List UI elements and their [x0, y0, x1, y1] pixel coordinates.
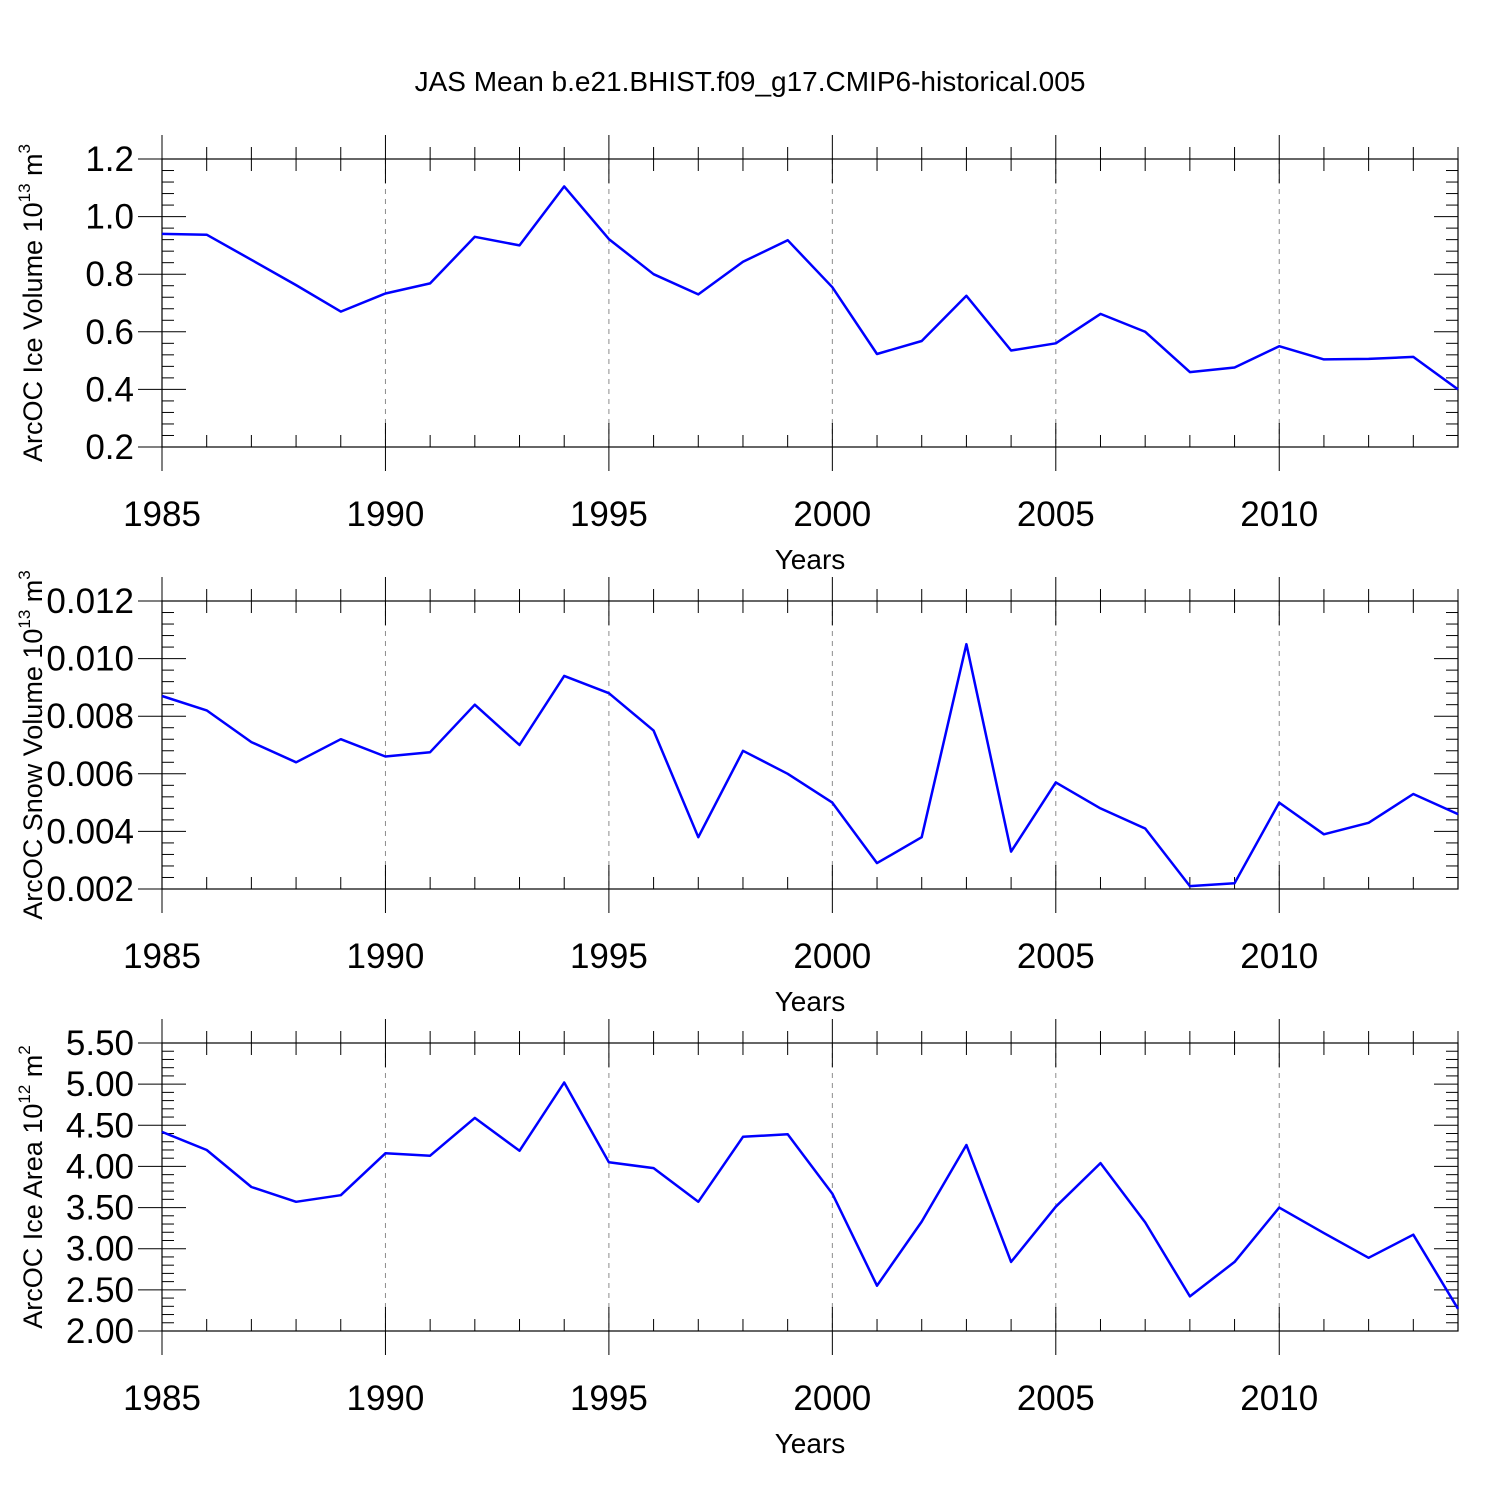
y-tick-label: 0.004: [46, 812, 134, 851]
y-tick-label: 3.00: [66, 1230, 134, 1269]
series-line: [161, 1081, 1460, 1310]
y-tick-label: 0.2: [85, 428, 134, 467]
x-tick-label: 2000: [793, 1379, 871, 1418]
y-axis-label-unit: m: [18, 1055, 48, 1085]
panel-2: 0.002 0.004 0.006 0.008 0.010 0.012 1985 1990 19…: [15, 570, 1459, 1017]
y-tick-label: 1.0: [85, 198, 134, 237]
y-axis-label-text: ArcOC Ice Area 10: [18, 1104, 48, 1329]
y-axis-label-unit-exponent: 3: [15, 570, 34, 579]
y-tick-label: 0.4: [85, 370, 134, 409]
x-tick-label: 2005: [1017, 495, 1095, 534]
y-tick-label: 1.2: [85, 140, 134, 179]
y-tick-label: 4.00: [66, 1147, 134, 1186]
y-tick-label: 0.6: [85, 313, 134, 352]
panel-1: 0.2 0.4 0.6 0.8 1.0 1.2 1985 1990 1995 2000 2005 20…: [15, 135, 1459, 575]
y-tick-label: 3.50: [66, 1189, 134, 1228]
x-axis-label: Years: [775, 1428, 846, 1459]
x-tick-label: 1995: [570, 1379, 648, 1418]
y-tick-label: 0.8: [85, 255, 134, 294]
x-tick-label: 1990: [347, 1379, 425, 1418]
y-axis-label-text: ArcOC Ice Volume 10: [18, 202, 48, 462]
y-axis-label: ArcOC Snow Volume 1013 m3: [15, 570, 48, 920]
y-axis-label: ArcOC Ice Volume 1013 m3: [15, 144, 48, 462]
y-tick-label: 2.50: [66, 1271, 134, 1310]
x-tick-label: 2000: [793, 495, 871, 534]
y-axis-label-text: ArcOC Snow Volume 10: [18, 629, 48, 920]
y-tick-label: 5.50: [66, 1024, 134, 1063]
x-tick-label: 2010: [1240, 1379, 1318, 1418]
x-tick-label: 2000: [793, 937, 871, 976]
x-tick-label: 1985: [123, 1379, 201, 1418]
x-tick-label: 1985: [123, 937, 201, 976]
y-tick-label: 0.010: [46, 640, 134, 679]
y-axis-label-unit-exponent: 3: [15, 144, 34, 153]
series-line: [161, 185, 1459, 391]
y-axis-label-unit-exponent: 2: [15, 1045, 34, 1054]
x-axis-label: Years: [775, 544, 846, 575]
y-tick-label: 4.50: [66, 1106, 134, 1145]
x-tick-label: 2010: [1240, 937, 1318, 976]
x-tick-label: 1995: [570, 495, 648, 534]
x-tick-label: 1990: [347, 937, 425, 976]
x-tick-label: 2005: [1017, 1379, 1095, 1418]
x-tick-label: 2005: [1017, 937, 1095, 976]
x-tick-label: 1985: [123, 495, 201, 534]
plot-frame: [161, 158, 1459, 448]
y-axis-label-exponent: 13: [15, 183, 34, 202]
y-axis-label: ArcOC Ice Area 1012 m2: [15, 1045, 48, 1329]
x-tick-label: 2010: [1240, 495, 1318, 534]
y-tick-label: 5.00: [66, 1065, 134, 1104]
y-axis-label-unit: m: [18, 580, 48, 610]
x-tick-label: 1995: [570, 937, 648, 976]
y-tick-label: 0.012: [46, 582, 134, 621]
y-tick-label: 0.008: [46, 697, 134, 736]
series-line: [161, 642, 1459, 888]
plot-frame: [161, 600, 1459, 890]
y-axis-label-exponent: 12: [15, 1085, 34, 1104]
y-axis-label-unit: m: [18, 153, 48, 183]
figure-title: JAS Mean b.e21.BHIST.f09_g17.CMIP6-histo…: [415, 66, 1086, 97]
plot-frame: [161, 1042, 1459, 1332]
panel-3: 2.002.503.003.504.004.505.005.50 1985 1990…: [15, 1019, 1460, 1459]
y-tick-label: 2.00: [66, 1312, 134, 1351]
x-axis-label: Years: [775, 986, 846, 1017]
y-tick-label: 0.006: [46, 755, 134, 794]
y-axis-label-exponent: 13: [15, 610, 34, 629]
y-tick-label: 0.002: [46, 870, 134, 909]
x-tick-label: 1990: [347, 495, 425, 534]
